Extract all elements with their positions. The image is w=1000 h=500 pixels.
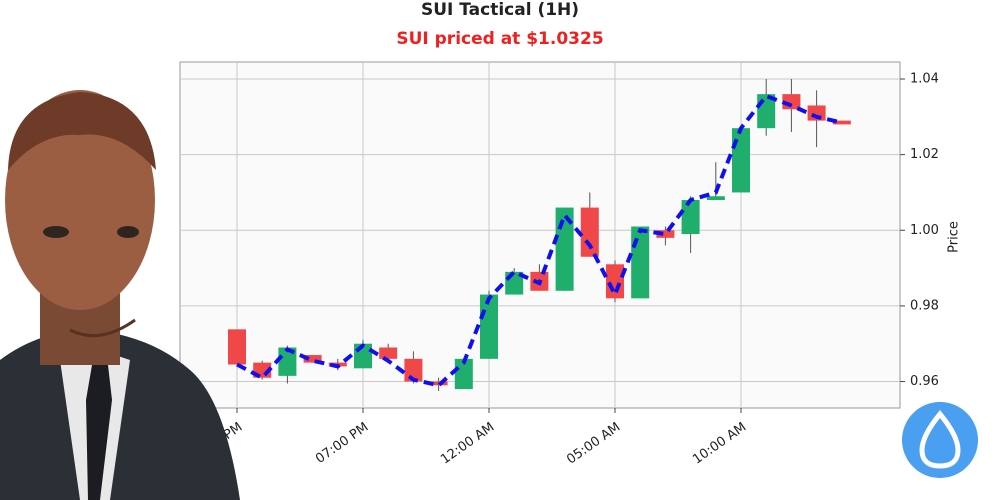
illustration <box>0 90 978 500</box>
candle-body <box>606 264 624 299</box>
candle-body <box>303 355 322 363</box>
x-tick-label: 07:00 PM <box>313 420 371 467</box>
y-tick-label: 0.96 <box>910 374 939 389</box>
y-tick-label: 1.02 <box>910 147 939 162</box>
y-tick-label: 1.00 <box>910 223 939 238</box>
y-tick-label: 0.98 <box>910 298 939 313</box>
candle-body <box>732 128 750 193</box>
y-tick-label: 1.04 <box>910 72 939 87</box>
candle-body <box>832 120 851 125</box>
candle-body <box>228 329 246 365</box>
chart-subtitle: SUI priced at $1.0325 <box>396 29 603 49</box>
candle-body <box>278 347 297 376</box>
candle-body <box>454 358 473 390</box>
candle-body <box>379 347 398 359</box>
candle-body <box>631 226 650 299</box>
trend-line <box>236 93 843 388</box>
candle-body <box>681 200 700 235</box>
plot-area <box>179 61 901 409</box>
logo <box>902 402 978 478</box>
candle-body <box>580 207 599 257</box>
candle-body <box>404 358 423 382</box>
x-tick-label: 12:00 AM <box>438 420 497 468</box>
x-tick-label: 10:00 AM <box>690 420 749 468</box>
candle-body <box>480 294 498 359</box>
x-tick-label: 05:00 AM <box>564 420 623 468</box>
chart-title: SUI Tactical (1H) <box>421 0 579 20</box>
candle-body <box>656 230 675 238</box>
y-axis-label: Price <box>947 221 962 253</box>
candle-body <box>706 196 725 201</box>
